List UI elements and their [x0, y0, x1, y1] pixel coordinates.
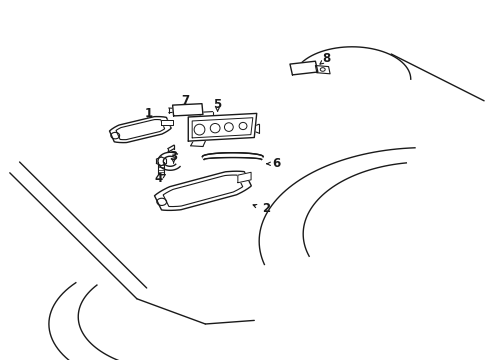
Polygon shape — [172, 104, 203, 116]
Polygon shape — [202, 153, 263, 159]
Polygon shape — [315, 66, 329, 74]
Polygon shape — [163, 175, 242, 207]
Text: 7: 7 — [181, 94, 188, 107]
Text: 1: 1 — [145, 107, 153, 120]
Polygon shape — [237, 172, 250, 183]
Text: 2: 2 — [262, 202, 270, 215]
Polygon shape — [109, 117, 171, 143]
Text: 3: 3 — [169, 150, 177, 163]
Polygon shape — [161, 120, 173, 125]
Polygon shape — [289, 61, 317, 75]
Polygon shape — [188, 113, 256, 141]
Polygon shape — [116, 120, 164, 140]
Polygon shape — [154, 171, 251, 210]
Text: 4: 4 — [155, 172, 163, 185]
Text: 8: 8 — [322, 52, 330, 65]
Text: 6: 6 — [272, 157, 280, 170]
Text: 5: 5 — [213, 98, 221, 111]
